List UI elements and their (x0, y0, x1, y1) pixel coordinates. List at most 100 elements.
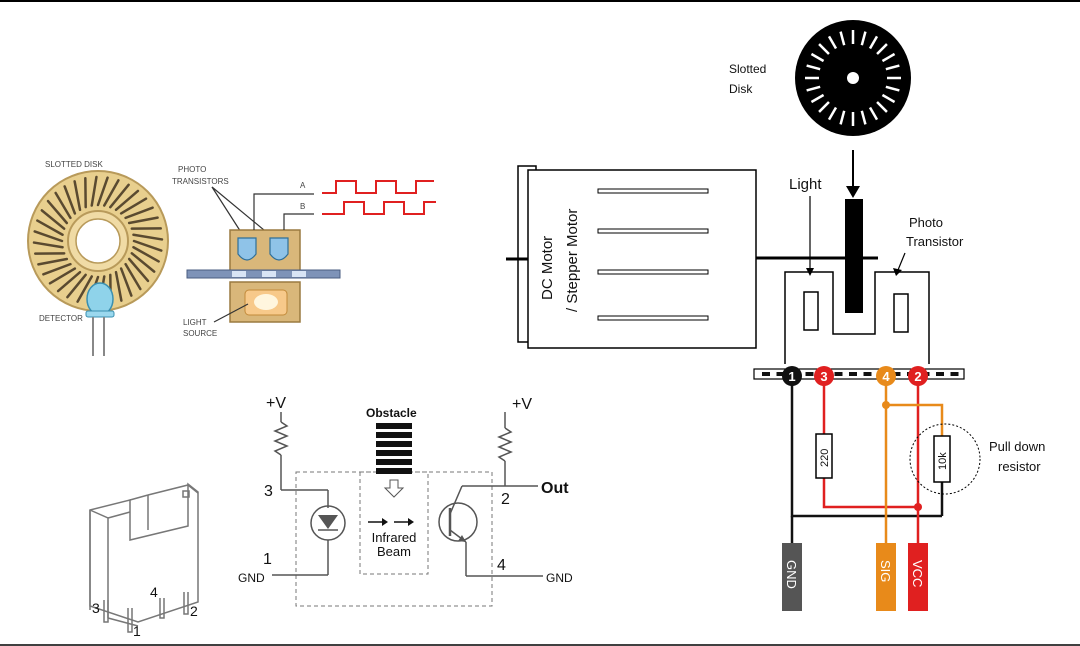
photo-transistors-caption-2: TRANSISTORS (172, 177, 229, 186)
disk-slot (810, 52, 825, 63)
pull-down-label-1: Pull down (989, 439, 1045, 454)
vcc-tab: VCC (908, 543, 928, 611)
sensor-pin-4: 4 (150, 584, 158, 600)
disk-slot (876, 101, 888, 113)
obstacle-label: Obstacle (366, 406, 417, 420)
photo-transistor-left (237, 237, 257, 261)
disk-slot (860, 31, 867, 46)
disk-slot (114, 270, 123, 302)
disk-slot (36, 219, 64, 236)
channel-b-label: B (300, 202, 305, 211)
disk-slot (46, 199, 69, 225)
disk-slot (32, 241, 64, 249)
disk-slot (48, 267, 77, 285)
resistor-220-label: 220 (819, 449, 831, 467)
disk-slot (818, 43, 830, 55)
disk-slot (876, 43, 888, 55)
detector-led (85, 282, 115, 356)
disk-slot (827, 35, 838, 50)
disk-slot (860, 110, 867, 125)
disk-slot (881, 52, 896, 63)
motor-label-1: DC Motor (539, 236, 556, 300)
beam-label: Beam (377, 544, 411, 559)
disk-slot (806, 64, 821, 71)
disk-slot (885, 64, 900, 71)
disk-slot (127, 257, 150, 283)
disk-slot (839, 31, 846, 46)
svg-text:3: 3 (820, 369, 827, 384)
disk-slot (806, 85, 821, 92)
disk-slot (109, 183, 130, 209)
pcb-hole (863, 372, 872, 376)
slotted-disk-caption: SLOTTED DISK (45, 160, 103, 169)
pcb-hole (936, 372, 944, 376)
disk-slot (37, 257, 69, 266)
photo-transistors-caption-1: PHOTO (178, 165, 206, 174)
beam-arrows-icon (368, 518, 414, 526)
slotted-disk-label-1: Slotted (729, 62, 766, 76)
disk-slot (881, 93, 896, 104)
disk-slot (132, 233, 164, 241)
svg-text:SIG: SIG (878, 560, 893, 582)
disk-slot (103, 179, 120, 207)
svg-text:1: 1 (788, 369, 795, 384)
left-resistor (273, 421, 289, 456)
disk-slot (810, 93, 825, 104)
disk-slot (76, 275, 93, 303)
pull-down-highlight (909, 423, 981, 495)
disk-slot (839, 110, 846, 125)
down-arrow-icon (383, 479, 405, 498)
pcb-hole (776, 372, 785, 376)
pin-marker-1: 1 (782, 366, 802, 386)
photo-transistor-assembly: PHOTO TRANSISTORS LIGHT SOURCE A B (172, 165, 436, 338)
disk-hole (75, 218, 121, 264)
motor-body (527, 169, 757, 349)
resistor-10k-label: 10k (937, 452, 949, 470)
sensor-pin-2: 2 (190, 603, 198, 619)
photo-transistor-right (269, 237, 289, 261)
disk-slot (885, 85, 900, 92)
disk-slot (124, 262, 142, 291)
detector-caption: DETECTOR (39, 314, 83, 323)
infrared-label: Infrared (372, 530, 417, 545)
sensor-housing (784, 271, 930, 364)
right-resistor (497, 427, 513, 462)
disk-edge (845, 199, 863, 313)
disk-slot (90, 175, 98, 207)
pcb-hole (834, 372, 843, 376)
resistor-220 (815, 433, 833, 479)
sig-tab: SIG (876, 543, 896, 611)
circuit-pin-3: 3 (264, 483, 273, 500)
circuit-pin-1: 1 (263, 551, 272, 568)
disk-slot (127, 216, 159, 225)
disk-slot (119, 267, 133, 297)
pcb-strip (753, 368, 965, 380)
disk-slot (114, 189, 140, 212)
encoder-wiring-diagram: Slotted Disk DC Motor / Stepper Motor Li… (506, 20, 1045, 611)
disk-slot (40, 209, 66, 230)
obstacle-block (376, 423, 412, 474)
photo-transistor-label-2: Transistor (906, 234, 964, 249)
disk-slot (827, 106, 838, 121)
pcb-hole (762, 372, 770, 376)
disk-slot (56, 270, 82, 293)
motor-fins (597, 188, 709, 321)
disk-slot (73, 180, 82, 212)
gnd-tab: GND (782, 543, 802, 611)
disk-slot (63, 185, 77, 215)
disk-slot (132, 239, 163, 252)
svg-text:GND: GND (784, 560, 799, 589)
svg-text:2: 2 (914, 369, 921, 384)
pin-marker-2: 2 (908, 366, 928, 386)
out-label: Out (541, 480, 569, 497)
pcb-hole (950, 372, 959, 376)
svg-text:VCC: VCC (910, 560, 925, 587)
sensor-pin-3: 3 (92, 600, 100, 616)
disk-slot (66, 273, 87, 299)
pin-marker-3: 3 (814, 366, 834, 386)
vplus-left-label: +V (266, 395, 286, 412)
disk-slot (124, 206, 154, 220)
slotted-disk-label-2: Disk (729, 82, 753, 96)
pcb-hole (892, 372, 901, 376)
